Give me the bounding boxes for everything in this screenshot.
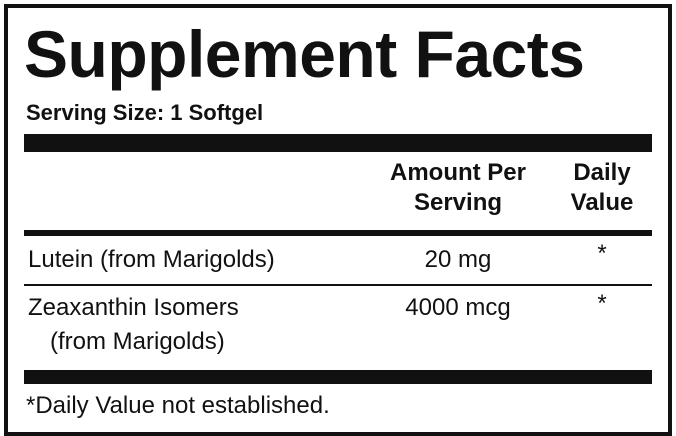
supplement-facts-panel: Supplement Facts Serving Size: 1 Softgel…: [4, 4, 672, 436]
daily-value-header: Daily Value: [570, 159, 634, 216]
thick-divider-bottom: [24, 370, 652, 384]
medium-divider: [24, 230, 652, 236]
amount-header: Amount Per Serving: [389, 159, 526, 216]
ingredient-dv: *: [597, 290, 607, 317]
ingredient-name-line2: (from Marigolds): [50, 328, 225, 355]
ingredient-dv: *: [597, 240, 607, 267]
row-divider: [24, 284, 652, 286]
panel-title: Supplement Facts: [24, 17, 585, 91]
ingredient-name: Lutein (from Marigolds): [28, 246, 275, 273]
footnote: *Daily Value not established.: [26, 392, 330, 419]
thick-divider: [24, 134, 652, 152]
ingredient-name: Zeaxanthin Isomers: [28, 294, 239, 321]
ingredient-amount: 20 mg: [424, 246, 492, 273]
ingredient-amount: 4000 mcg: [405, 294, 511, 321]
serving-size: Serving Size: 1 Softgel: [26, 100, 264, 125]
